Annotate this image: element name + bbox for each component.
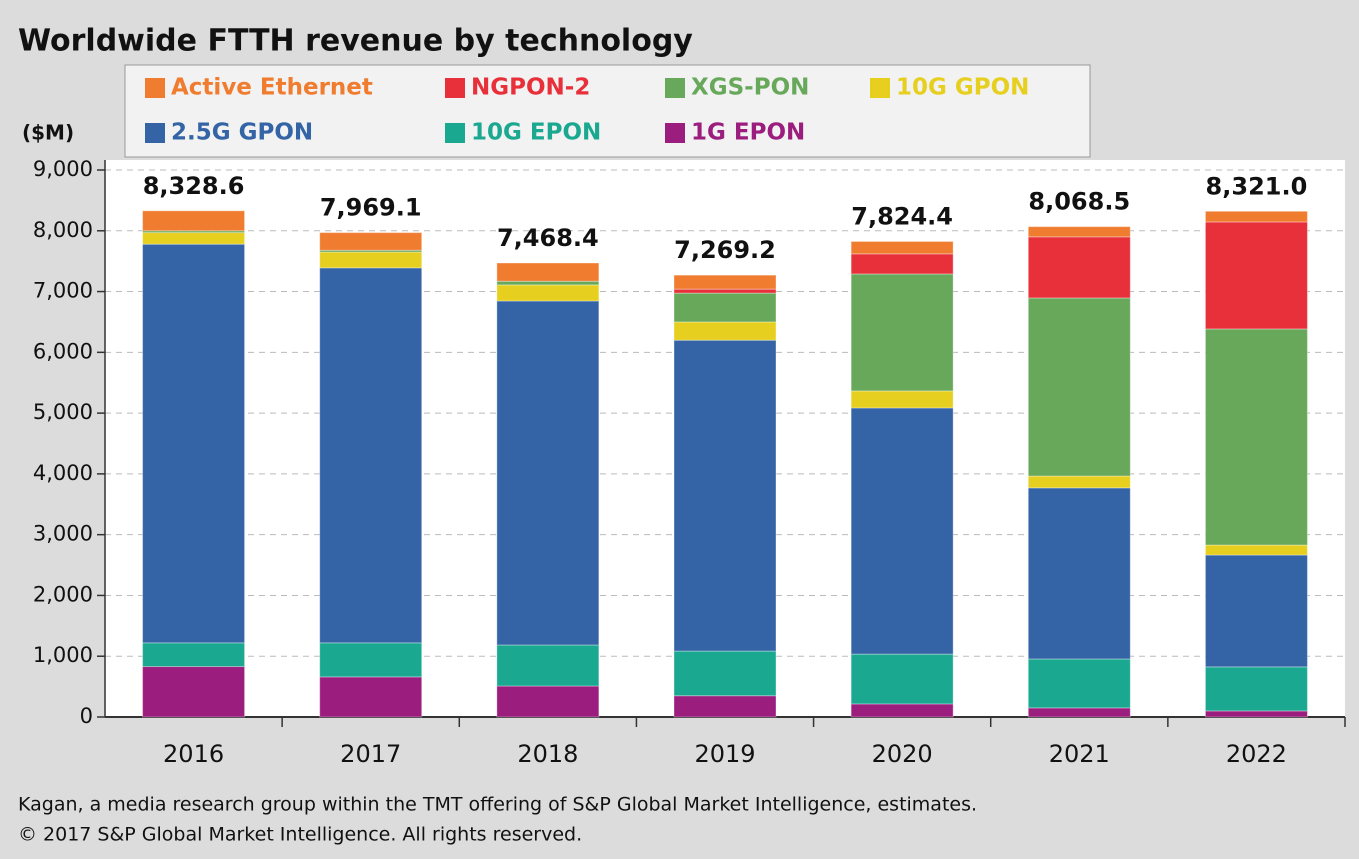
legend-label: NGPON-2 bbox=[471, 75, 590, 101]
legend-label: XGS-PON bbox=[691, 75, 809, 101]
bar-segment bbox=[673, 650, 777, 697]
total-label: 7,468.4 bbox=[497, 224, 599, 252]
bar-segment bbox=[1027, 487, 1131, 660]
total-label: 7,269.2 bbox=[674, 236, 776, 264]
x-tick-label: 2017 bbox=[340, 740, 401, 768]
bar-segment bbox=[1204, 328, 1308, 546]
chart-title: Worldwide FTTH revenue by technology bbox=[18, 24, 693, 59]
x-tick-label: 2016 bbox=[163, 740, 224, 768]
total-label: 7,969.1 bbox=[320, 194, 422, 222]
y-tick-label: 1,000 bbox=[33, 643, 93, 667]
x-tick-label: 2021 bbox=[1049, 740, 1110, 768]
bar-segment bbox=[142, 642, 246, 668]
bar-segment bbox=[319, 251, 423, 269]
bar-segment bbox=[496, 300, 600, 646]
bar-segment bbox=[319, 676, 423, 718]
y-axis-label: ($M) bbox=[22, 121, 74, 145]
bar-segment bbox=[496, 685, 600, 718]
bar-segment bbox=[496, 284, 600, 302]
legend-label: 1G EPON bbox=[691, 120, 805, 146]
bar-segment bbox=[1027, 236, 1131, 299]
footnote: Kagan, a media research group within the… bbox=[18, 794, 977, 816]
bar-segment bbox=[1204, 221, 1308, 330]
legend-swatch bbox=[665, 123, 685, 143]
legend-label: 2.5G GPON bbox=[171, 120, 313, 146]
total-label: 8,328.6 bbox=[143, 172, 245, 200]
bar-segment bbox=[673, 274, 777, 290]
legend-label: Active Ethernet bbox=[171, 75, 373, 101]
bar-segment bbox=[850, 273, 954, 392]
x-tick-label: 2022 bbox=[1226, 740, 1287, 768]
bar-segment bbox=[850, 703, 954, 718]
bar-segment bbox=[142, 666, 246, 718]
bar-segment bbox=[319, 232, 423, 251]
total-label: 8,068.5 bbox=[1028, 188, 1130, 216]
legend-label: 10G EPON bbox=[471, 120, 601, 146]
bar-segment bbox=[1027, 226, 1131, 238]
y-tick-label: 9,000 bbox=[33, 157, 93, 181]
bar-segment bbox=[319, 267, 423, 644]
bar-segment bbox=[496, 644, 600, 687]
bar-segment bbox=[673, 695, 777, 718]
bar-segment bbox=[1027, 475, 1131, 489]
bar-segment bbox=[1204, 544, 1308, 556]
legend-swatch bbox=[445, 78, 465, 98]
total-label: 8,321.0 bbox=[1206, 172, 1308, 200]
y-tick-label: 8,000 bbox=[33, 218, 93, 242]
bar-segment bbox=[1204, 210, 1308, 223]
bar-segment bbox=[850, 407, 954, 655]
bar-segment bbox=[1027, 297, 1131, 477]
y-tick-label: 4,000 bbox=[33, 461, 93, 485]
bar-segment bbox=[496, 262, 600, 282]
bar-segment bbox=[142, 243, 246, 644]
bar-segment bbox=[673, 288, 777, 294]
y-tick-label: 2,000 bbox=[33, 582, 93, 606]
bar-segment bbox=[673, 339, 777, 652]
legend-label: 10G GPON bbox=[896, 75, 1029, 101]
legend-swatch bbox=[870, 78, 890, 98]
bar-segment bbox=[319, 249, 423, 253]
bar-segment bbox=[1204, 710, 1308, 718]
legend-swatch bbox=[445, 123, 465, 143]
x-tick-label: 2020 bbox=[872, 740, 933, 768]
total-label: 7,824.4 bbox=[851, 202, 953, 230]
y-tick-label: 7,000 bbox=[33, 279, 93, 303]
legend-swatch bbox=[665, 78, 685, 98]
bar-segment bbox=[850, 253, 954, 275]
legend-box bbox=[124, 64, 1091, 158]
bar-segment bbox=[673, 292, 777, 323]
y-tick-label: 0 bbox=[80, 704, 93, 728]
footnote: © 2017 S&P Global Market Intelligence. A… bbox=[18, 824, 582, 846]
bar-segment bbox=[850, 390, 954, 409]
x-tick-label: 2018 bbox=[517, 740, 578, 768]
bar-segment bbox=[850, 653, 954, 705]
bar-segment bbox=[1204, 666, 1308, 712]
bar-segment bbox=[1027, 707, 1131, 718]
legend-swatch bbox=[145, 123, 165, 143]
bar-segment bbox=[1204, 554, 1308, 668]
bar-segment bbox=[496, 280, 600, 286]
bar-segment bbox=[1027, 658, 1131, 709]
bar-segment bbox=[142, 232, 246, 245]
bar-segment bbox=[850, 240, 954, 255]
y-tick-label: 6,000 bbox=[33, 339, 93, 363]
bar-segment bbox=[673, 321, 777, 341]
x-tick-label: 2019 bbox=[694, 740, 755, 768]
y-tick-label: 5,000 bbox=[33, 400, 93, 424]
y-tick-label: 3,000 bbox=[33, 522, 93, 546]
bar-segment bbox=[142, 210, 246, 232]
legend-swatch bbox=[145, 78, 165, 98]
bar-segment bbox=[319, 642, 423, 678]
